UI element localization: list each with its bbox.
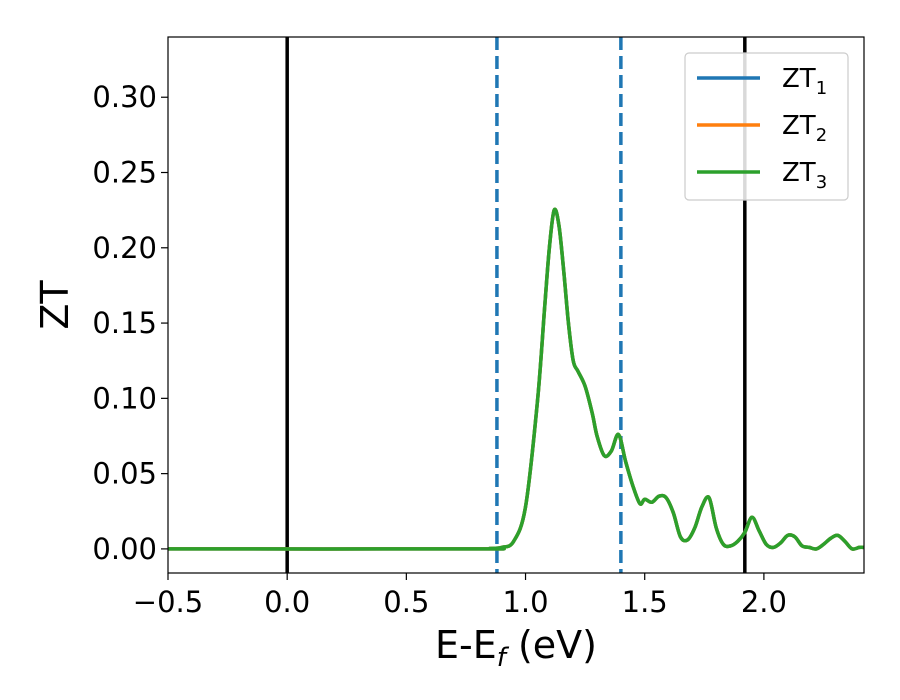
legend-label-main: ZT (782, 158, 816, 188)
x-axis-label-main: E-E (435, 623, 497, 667)
y-tick-label: 0.25 (92, 156, 157, 190)
legend-label-subscript: 1 (816, 78, 827, 99)
y-tick-label: 0.10 (92, 381, 157, 415)
x-tick-label: 0.5 (383, 585, 429, 619)
series-line-zt3 (168, 207, 864, 551)
y-tick-label: 0.05 (92, 457, 157, 491)
y-tick-label: 0.20 (92, 231, 157, 265)
legend-label-zt3: ZT3 (782, 158, 827, 193)
axes-frame (167, 36, 865, 574)
x-axis-label: E-Ef (eV) (435, 623, 597, 673)
legend-box (684, 52, 849, 201)
y-axis-label: ZT (33, 280, 77, 330)
legend-label-main: ZT (782, 64, 816, 94)
series-lines (168, 207, 864, 551)
x-tick-label: 1.5 (622, 585, 668, 619)
y-tick-label: 0.15 (92, 306, 157, 340)
y-tick-label: 0.00 (92, 532, 157, 566)
legend-label-subscript: 3 (816, 172, 827, 193)
y-axis-ticks: 0.00 0.05 0.10 0.15 0.20 0.25 0.30 (92, 80, 168, 566)
x-axis-label-unit: (eV) (506, 623, 597, 667)
legend-label-subscript: 2 (816, 125, 827, 146)
legend-label-zt1: ZT1 (782, 64, 827, 99)
x-tick-label: 2.0 (741, 585, 787, 619)
legend-label-zt2: ZT2 (782, 111, 827, 146)
x-tick-label: 1.0 (502, 585, 548, 619)
legend-label-main: ZT (782, 111, 816, 141)
y-tick-label: 0.30 (92, 80, 157, 114)
x-tick-label: −0.5 (133, 585, 203, 619)
x-tick-label: 0.0 (264, 585, 310, 619)
x-axis-ticks: −0.5 0.0 0.5 1.0 1.5 2.0 (133, 573, 787, 619)
